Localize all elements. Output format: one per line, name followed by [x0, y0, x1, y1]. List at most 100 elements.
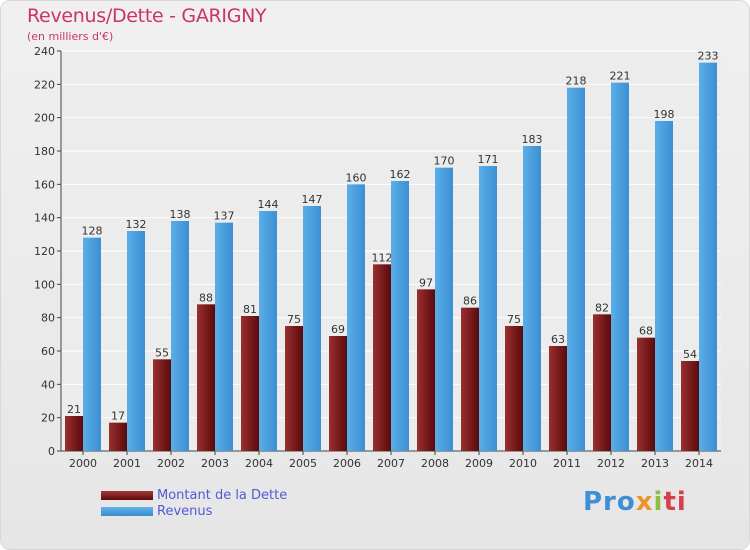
x-tick-label: 2010	[509, 457, 537, 470]
data-label-debt: 88	[199, 291, 213, 304]
data-label-revenue: 137	[214, 210, 235, 223]
legend-label-revenue: Revenus	[157, 503, 213, 519]
data-label-debt: 75	[287, 313, 301, 326]
x-tick-label: 2008	[421, 457, 449, 470]
data-label-revenue: 162	[390, 168, 411, 181]
x-tick-label: 2000	[69, 457, 97, 470]
bar-revenue	[611, 82, 629, 452]
data-label-revenue: 170	[434, 155, 455, 168]
proxiti-logo: Proxiti	[583, 487, 687, 517]
x-tick-label: 2014	[685, 457, 713, 470]
y-tick-label: 100	[34, 278, 55, 291]
data-label-revenue: 221	[610, 70, 631, 83]
x-tick-label: 2005	[289, 457, 317, 470]
bar-revenue	[215, 222, 233, 451]
bar-revenue	[699, 62, 717, 452]
data-label-debt: 97	[419, 276, 433, 289]
bar-revenue	[523, 146, 541, 451]
y-tick-label: 40	[41, 378, 55, 391]
x-tick-label: 2012	[597, 457, 625, 470]
legend-label-debt: Montant de la Dette	[157, 487, 288, 503]
x-tick-label: 2001	[113, 457, 141, 470]
bar-revenue	[435, 167, 453, 451]
legend-swatch-debt	[101, 490, 153, 500]
x-tick-label: 2004	[245, 457, 273, 470]
bar-debt	[637, 337, 655, 451]
bar-revenue	[127, 231, 145, 451]
bar-debt	[461, 307, 479, 451]
bar-debt	[241, 316, 259, 451]
legend: Montant de la Dette Revenus	[101, 487, 287, 519]
data-label-revenue: 218	[566, 75, 587, 88]
chart-subtitle: (en milliers d'€)	[27, 30, 114, 43]
bar-debt	[65, 416, 83, 451]
x-tick-label: 2007	[377, 457, 405, 470]
data-label-revenue: 128	[82, 225, 103, 238]
data-label-debt: 69	[331, 323, 345, 336]
bar-revenue	[171, 221, 189, 451]
x-tick-label: 2013	[641, 457, 669, 470]
y-tick-label: 200	[34, 112, 55, 125]
bar-debt	[417, 289, 435, 451]
bar-debt	[109, 422, 127, 451]
bar-revenue	[479, 166, 497, 451]
y-tick-label: 140	[34, 212, 55, 225]
legend-item-debt: Montant de la Dette	[101, 487, 287, 503]
data-label-revenue: 160	[346, 171, 367, 184]
data-label-debt: 86	[463, 295, 477, 308]
bar-debt	[285, 326, 303, 451]
x-tick-label: 2009	[465, 457, 493, 470]
bar-debt	[373, 264, 391, 451]
data-label-debt: 112	[372, 251, 393, 264]
y-tick-label: 120	[34, 245, 55, 258]
data-label-revenue: 198	[654, 108, 675, 121]
data-label-debt: 75	[507, 313, 521, 326]
y-tick-label: 240	[34, 45, 55, 58]
bar-revenue	[259, 211, 277, 451]
bar-revenue	[83, 237, 101, 451]
chart-title: Revenus/Dette - GARIGNY	[27, 5, 267, 27]
x-tick-label: 2011	[553, 457, 581, 470]
x-tick-label: 2006	[333, 457, 361, 470]
bar-debt	[505, 326, 523, 451]
x-tick-label: 2003	[201, 457, 229, 470]
y-tick-label: 160	[34, 178, 55, 191]
y-tick-label: 180	[34, 145, 55, 158]
data-label-revenue: 144	[258, 198, 279, 211]
bar-debt	[153, 359, 171, 451]
y-tick-label: 220	[34, 78, 55, 91]
data-label-revenue: 138	[170, 208, 191, 221]
data-label-debt: 81	[243, 303, 257, 316]
data-label-revenue: 233	[698, 50, 719, 63]
data-label-debt: 21	[67, 403, 81, 416]
data-label-revenue: 132	[126, 218, 147, 231]
data-label-debt: 17	[111, 410, 125, 423]
data-label-revenue: 183	[522, 133, 543, 146]
bar-debt	[593, 314, 611, 451]
data-label-revenue: 147	[302, 193, 323, 206]
bar-debt	[197, 304, 215, 451]
data-label-debt: 55	[155, 346, 169, 359]
bar-debt	[549, 346, 567, 451]
data-label-debt: 82	[595, 301, 609, 314]
data-label-debt: 54	[683, 348, 697, 361]
bar-revenue	[303, 206, 321, 451]
bar-revenue	[655, 121, 673, 451]
y-tick-label: 60	[41, 345, 55, 358]
bar-revenue	[347, 184, 365, 452]
legend-swatch-revenue	[101, 506, 153, 516]
data-label-debt: 63	[551, 333, 565, 346]
data-label-revenue: 171	[478, 153, 499, 166]
data-label-debt: 68	[639, 325, 653, 338]
y-tick-label: 80	[41, 312, 55, 325]
bar-revenue	[391, 181, 409, 451]
x-tick-label: 2002	[157, 457, 185, 470]
y-tick-label: 20	[41, 412, 55, 425]
y-tick-label: 0	[48, 445, 55, 458]
bar-revenue	[567, 87, 585, 452]
legend-item-revenue: Revenus	[101, 503, 287, 519]
bar-debt	[329, 336, 347, 451]
bar-debt	[681, 361, 699, 451]
